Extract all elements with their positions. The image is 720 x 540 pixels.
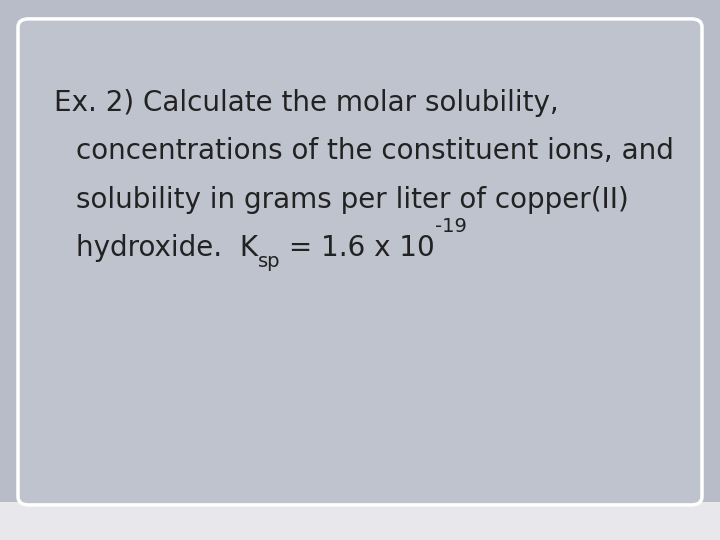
Text: solubility in grams per liter of copper(II): solubility in grams per liter of copper(… — [76, 186, 629, 214]
Text: Ex. 2) Calculate the molar solubility,: Ex. 2) Calculate the molar solubility, — [54, 89, 559, 117]
Text: = 1.6 x 10: = 1.6 x 10 — [280, 234, 435, 262]
Text: concentrations of the constituent ions, and: concentrations of the constituent ions, … — [76, 137, 673, 165]
Text: hydroxide.  K: hydroxide. K — [76, 234, 258, 262]
Bar — [0, 502, 720, 540]
FancyBboxPatch shape — [18, 19, 702, 505]
Text: sp: sp — [258, 252, 280, 272]
Text: -19: -19 — [435, 217, 467, 237]
